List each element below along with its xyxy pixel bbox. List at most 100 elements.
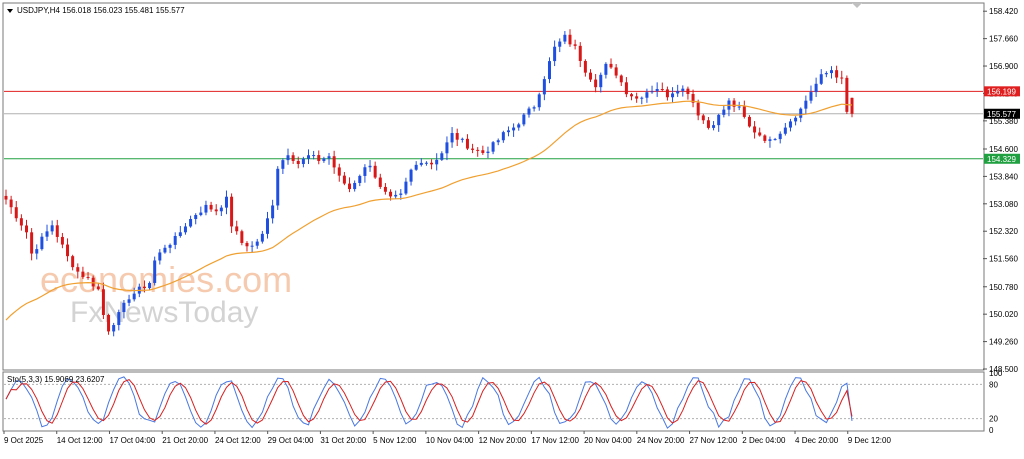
candle-body	[250, 245, 254, 247]
time-tick-label: 20 Nov 04:00	[584, 436, 632, 445]
candle-body	[619, 75, 623, 83]
price-tick-label: 153.840	[989, 172, 1018, 181]
candle-body	[850, 97, 854, 114]
candle-body	[799, 108, 803, 118]
candle-body	[614, 67, 618, 76]
support-price-tag	[984, 153, 1020, 164]
candle-body	[25, 225, 29, 233]
support-price-label: 154.329	[987, 155, 1016, 164]
candle-body	[835, 70, 839, 78]
candle-body	[583, 60, 587, 73]
time-tick-label: 10 Nov 04:00	[426, 436, 474, 445]
candle-body	[747, 116, 751, 127]
stoch-layer	[4, 376, 983, 429]
candle-body	[701, 115, 705, 121]
candle-body	[50, 225, 54, 232]
candle-body	[532, 107, 536, 109]
candle-body	[153, 260, 157, 283]
candle-body	[758, 132, 762, 136]
candle-body	[342, 175, 346, 184]
candle-body	[671, 93, 675, 98]
candle-body	[317, 155, 321, 161]
candle-body	[527, 108, 531, 115]
symbol-info: USDJPY,H4 156.018 156.023 155.481 155.57…	[17, 6, 185, 15]
candle-body	[783, 127, 787, 134]
candle-body	[681, 88, 685, 91]
candle-body	[76, 267, 80, 272]
candle-body	[630, 94, 634, 97]
candle-body	[753, 126, 757, 133]
candle-body	[717, 114, 721, 126]
candle-body	[91, 277, 95, 287]
moving-average-line	[5, 100, 853, 321]
candle-body	[71, 256, 75, 268]
current-price-label: 155.577	[987, 110, 1016, 119]
resistance-price-label: 156.199	[987, 87, 1016, 96]
price-tick-label: 153.080	[989, 200, 1018, 209]
stoch-tick-label: 0	[989, 426, 994, 435]
candle-body	[553, 46, 557, 62]
candle-body	[163, 247, 167, 253]
stoch-tick-label: 100	[989, 369, 1003, 378]
stoch-tick-label: 80	[989, 380, 998, 389]
candle-body	[517, 124, 521, 128]
candle-body	[430, 162, 434, 165]
time-tick-label: 12 Nov 20:00	[479, 436, 527, 445]
candle-body	[763, 135, 767, 141]
candle-body	[486, 151, 490, 153]
candle-body	[706, 120, 710, 128]
candle-body	[4, 195, 8, 200]
candle-body	[281, 160, 285, 169]
time-tick-label: 24 Nov 20:00	[637, 436, 685, 445]
candle-body	[829, 70, 833, 74]
candle-body	[624, 82, 628, 95]
candle-body	[676, 90, 680, 94]
candle-body	[409, 169, 413, 182]
candle-body	[101, 289, 105, 315]
candle-body	[112, 325, 116, 332]
time-tick-label: 9 Dec 12:00	[848, 436, 892, 445]
candle-body	[655, 88, 659, 92]
candle-body	[178, 232, 182, 237]
candle-body	[737, 106, 741, 108]
stoch-indicator-label: Sto(5,3,3) 15.9069 23.6207	[7, 375, 105, 384]
candle-body	[424, 162, 428, 164]
candle-body	[55, 225, 59, 237]
candle-body	[271, 205, 275, 219]
time-tick-label: 27 Nov 12:00	[690, 436, 738, 445]
candle-body	[19, 218, 23, 226]
menu-triangle-icon[interactable]	[7, 9, 13, 13]
candle-body	[127, 299, 131, 303]
candle-body	[568, 34, 572, 45]
time-tick-label: 21 Oct 20:00	[162, 436, 208, 445]
candle-body	[132, 293, 136, 300]
candle-body	[173, 236, 177, 245]
candle-body	[296, 160, 300, 164]
candle-body	[563, 34, 567, 42]
time-tick-label: 31 Oct 20:00	[320, 436, 366, 445]
candle-body	[14, 207, 18, 219]
candle-body	[60, 236, 64, 245]
candle-body	[819, 74, 823, 84]
time-tick-label: 9 Oct 2025	[4, 436, 44, 445]
price-tick-label: 158.420	[989, 7, 1018, 16]
candle-body	[558, 41, 562, 47]
candle-body	[276, 168, 280, 206]
candle-body	[660, 88, 664, 90]
candle-body	[394, 194, 398, 197]
candle-body	[219, 207, 223, 212]
candle-body	[824, 73, 828, 75]
time-tick-label: 5 Nov 12:00	[373, 436, 417, 445]
candle-body	[189, 219, 193, 227]
candle-body	[337, 167, 341, 176]
candle-body	[86, 276, 90, 278]
axis-layer: 158.420157.660156.900156.140155.380154.6…	[3, 7, 1020, 445]
watermark-fxnewstoday: FxNewsToday	[70, 296, 258, 329]
candle-body	[96, 286, 100, 290]
candle-body	[158, 252, 162, 261]
resistance-price-tag	[984, 86, 1020, 97]
candle-body	[255, 241, 259, 246]
candle-body	[224, 196, 228, 208]
